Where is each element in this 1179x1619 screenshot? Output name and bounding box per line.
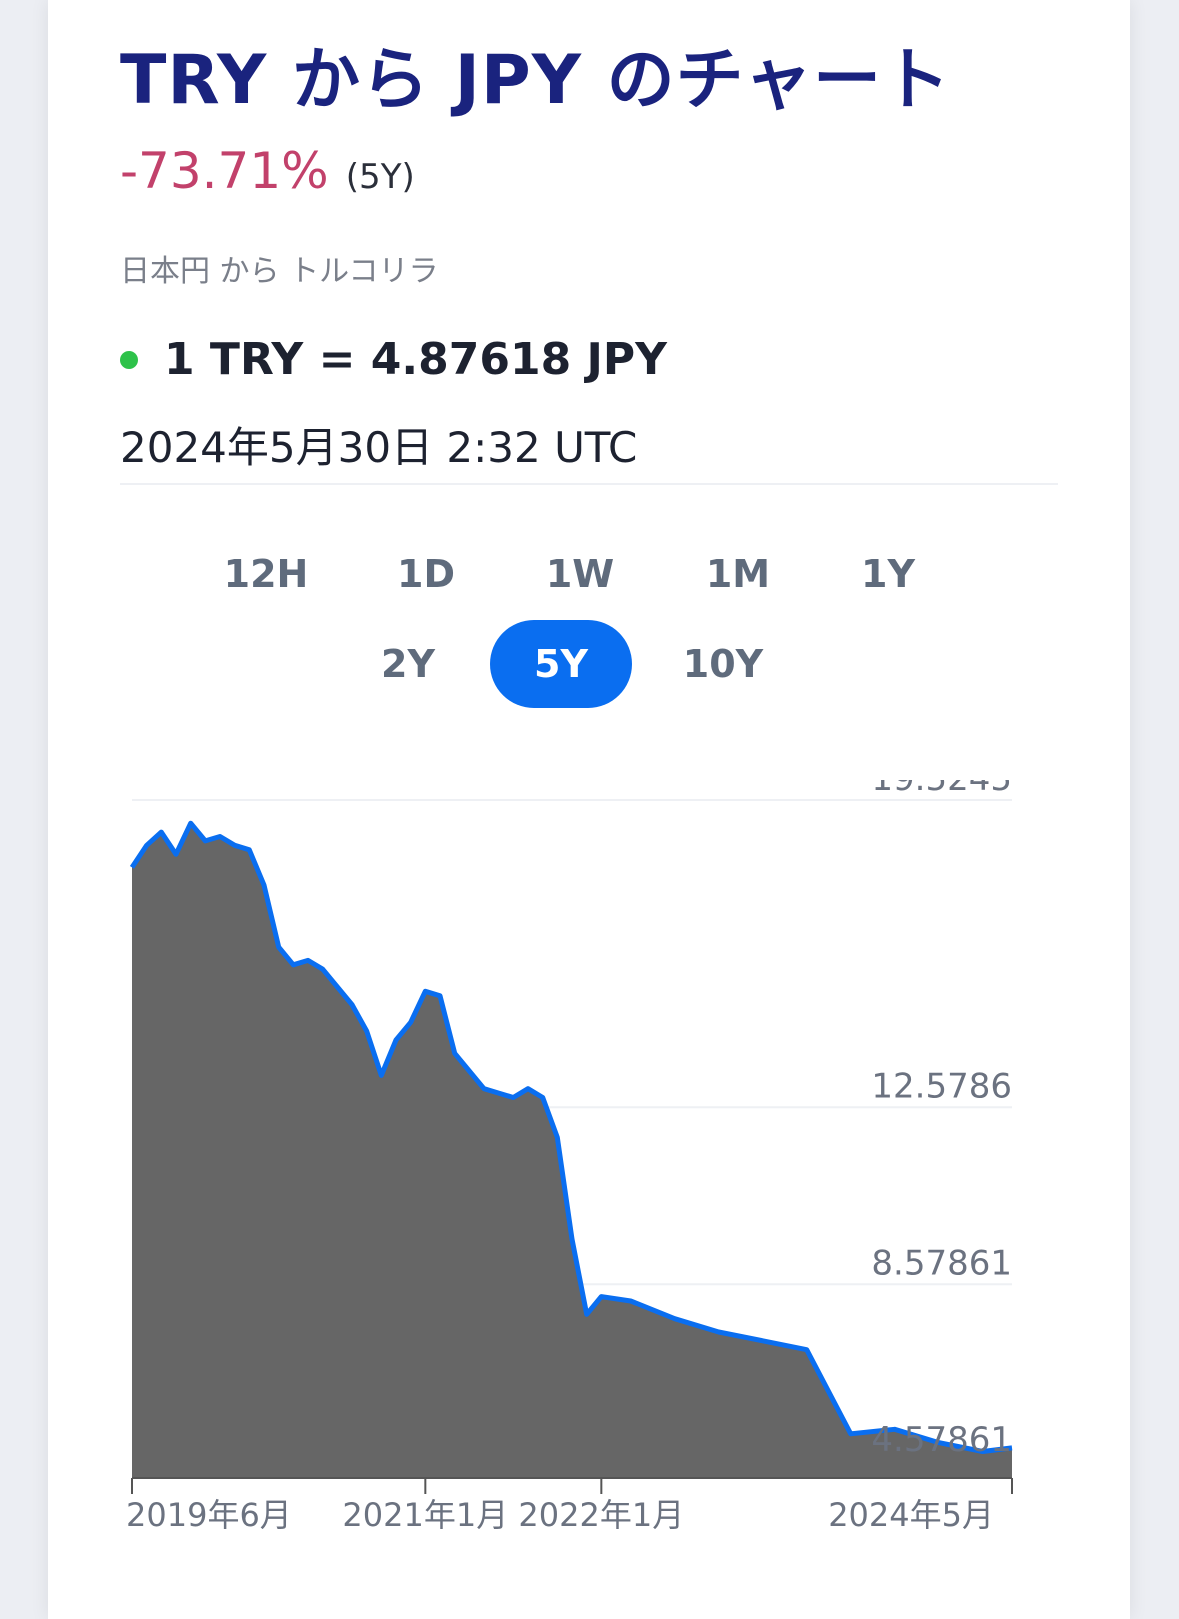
y-tick-label: 4.57861 bbox=[871, 1420, 1012, 1460]
change-period: (5Y) bbox=[345, 157, 415, 197]
range-button-10y[interactable]: 10Y bbox=[682, 642, 764, 686]
chart-area bbox=[132, 823, 1012, 1478]
x-axis: 2019年6月 2021年1月 2022年1月 2024年5月 bbox=[126, 1477, 1013, 1534]
chart-series-line bbox=[129, 820, 1013, 1454]
page-title: TRY から JPY のチャート bbox=[120, 41, 951, 120]
x-tick-label: 2022年1月 bbox=[518, 1496, 684, 1534]
exchange-rate-chart: 19.5245 12.5786 8.57861 4.57861 2019年6月 2021… bbox=[126, 780, 1013, 1534]
range-button-1y[interactable]: 1Y bbox=[861, 552, 915, 596]
y-tick-label: 19.5245 bbox=[871, 780, 1012, 799]
y-axis: 19.5245 12.5786 8.57861 4.57861 bbox=[871, 780, 1012, 1460]
range-button-1d[interactable]: 1D bbox=[397, 552, 455, 596]
x-tick-label: 2019年6月 bbox=[126, 1496, 292, 1534]
exchange-rate: 1 TRY = 4.87618 JPY bbox=[164, 334, 667, 385]
range-button-1w[interactable]: 1W bbox=[545, 552, 615, 596]
change-row: -73.71% (5Y) bbox=[120, 142, 415, 200]
rate-timestamp: 2024年5月30日 2:32 UTC bbox=[120, 423, 638, 472]
y-tick-label: 12.5786 bbox=[871, 1066, 1012, 1106]
x-tick-label: 2021年1月 bbox=[342, 1496, 508, 1534]
rate-row: 1 TRY = 4.87618 JPY bbox=[120, 334, 667, 385]
live-status-dot-icon bbox=[120, 350, 138, 369]
range-button-12h[interactable]: 12H bbox=[223, 552, 309, 596]
range-button-5y[interactable]: 5Y bbox=[490, 620, 632, 708]
change-percent: -73.71% bbox=[120, 142, 329, 200]
divider bbox=[120, 483, 1058, 485]
x-tick-label: 2024年5月 bbox=[828, 1496, 994, 1534]
currency-pair-subtitle: 日本円 から トルコリラ bbox=[120, 254, 439, 289]
y-tick-label: 8.57861 bbox=[871, 1243, 1012, 1283]
range-button-2y[interactable]: 2Y bbox=[381, 642, 435, 686]
range-button-1m[interactable]: 1M bbox=[705, 552, 771, 596]
